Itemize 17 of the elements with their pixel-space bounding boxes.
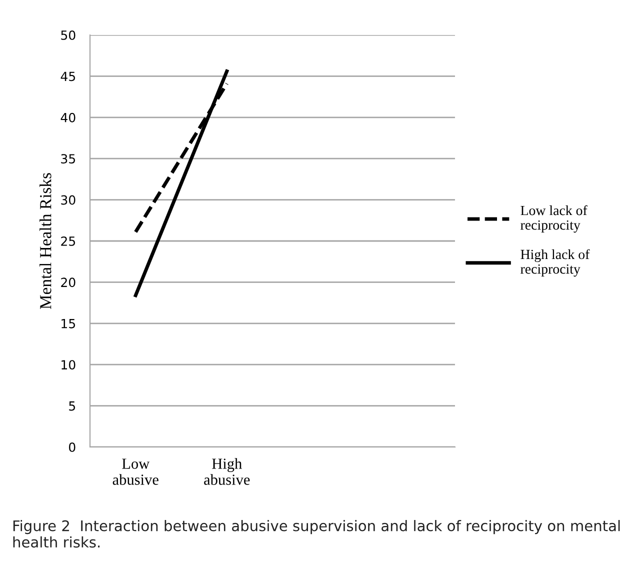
y-tick-label: 25 — [61, 236, 76, 246]
y-tick-label: 40 — [60, 112, 76, 122]
x-tick-label: Low abusive — [112, 458, 158, 485]
y-axis-title: Mental Health Risks — [40, 173, 52, 310]
y-tick-label: 15 — [62, 319, 76, 328]
legend-label: Low lack of reciprocity — [520, 205, 588, 233]
x-tick-label: High abusive — [204, 458, 250, 485]
y-tick-label: 30 — [61, 195, 76, 205]
caption: Figure 2 Interaction between abusive supervision and lack of reciprocity on mental health risks. — [13, 520, 620, 548]
y-tick-label: 5 — [69, 401, 76, 411]
y-tick-label: 20 — [61, 278, 76, 288]
legend-label: High lack of reciprocity — [520, 249, 590, 277]
y-tick-label: 45 — [60, 72, 76, 82]
y-tick-label: 10 — [62, 360, 76, 370]
y-tick-label: 35 — [61, 154, 76, 164]
y-tick-label: 0 — [68, 442, 76, 452]
y-tick-label: 50 — [61, 30, 76, 40]
